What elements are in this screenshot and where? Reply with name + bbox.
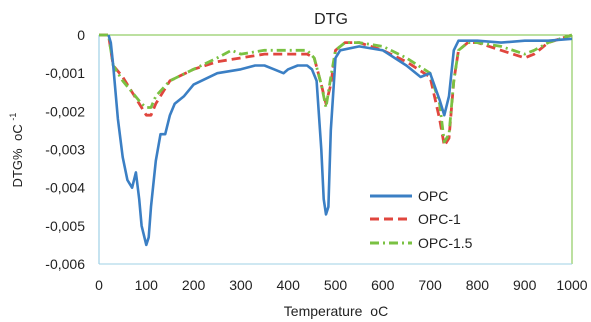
x-tick-label: 300 [229, 277, 253, 293]
x-axis-label: Temperature oC [284, 303, 388, 319]
x-tick-label: 200 [182, 277, 206, 293]
chart-title: DTG [314, 11, 348, 28]
x-tick-label: 900 [513, 277, 537, 293]
x-axis-label-unit: oC [370, 303, 388, 319]
x-tick-label: 700 [418, 277, 442, 293]
y-axis-label: DTG% oC -1 [8, 113, 25, 188]
y-axis-label-unit: oC [10, 124, 25, 141]
y-tick-label: -0,003 [45, 142, 85, 158]
y-axis-tick-labels: 0 -0,001 -0,002 -0,003 -0,004 -0,005 -0,006 [45, 27, 85, 272]
legend-label-opc: OPC [418, 188, 448, 204]
plot-frame [98, 34, 573, 265]
x-tick-label: 100 [135, 277, 159, 293]
x-tick-label: 400 [277, 277, 301, 293]
x-tick-label: 800 [466, 277, 490, 293]
series-lines [99, 33, 573, 247]
x-axis-label-main: Temperature [284, 303, 363, 319]
y-axis-label-exponent: -1 [8, 113, 18, 121]
y-tick-label: -0,001 [45, 65, 85, 81]
legend-label-opc-1: OPC-1 [418, 211, 461, 227]
x-tick-label: 0 [95, 277, 103, 293]
x-axis-tick-labels: 0 100 200 300 400 500 600 700 800 900 1000 [95, 277, 588, 293]
y-axis-label-main: DTG% [10, 148, 25, 187]
x-tick-label: 600 [371, 277, 395, 293]
series-line-opc-1-5 [99, 33, 573, 144]
legend: OPC OPC-1 OPC-1.5 [370, 188, 473, 251]
y-tick-label: -0,002 [45, 103, 85, 119]
series-line-opc [107, 34, 573, 247]
y-tick-label: -0,005 [45, 218, 85, 234]
y-tick-label: 0 [77, 27, 85, 43]
x-tick-label: 500 [324, 277, 348, 293]
y-tick-label: -0,004 [45, 180, 85, 196]
y-tick-label: -0,006 [45, 256, 85, 272]
legend-label-opc-1-5: OPC-1.5 [418, 235, 473, 251]
x-tick-label: 1000 [556, 277, 587, 293]
